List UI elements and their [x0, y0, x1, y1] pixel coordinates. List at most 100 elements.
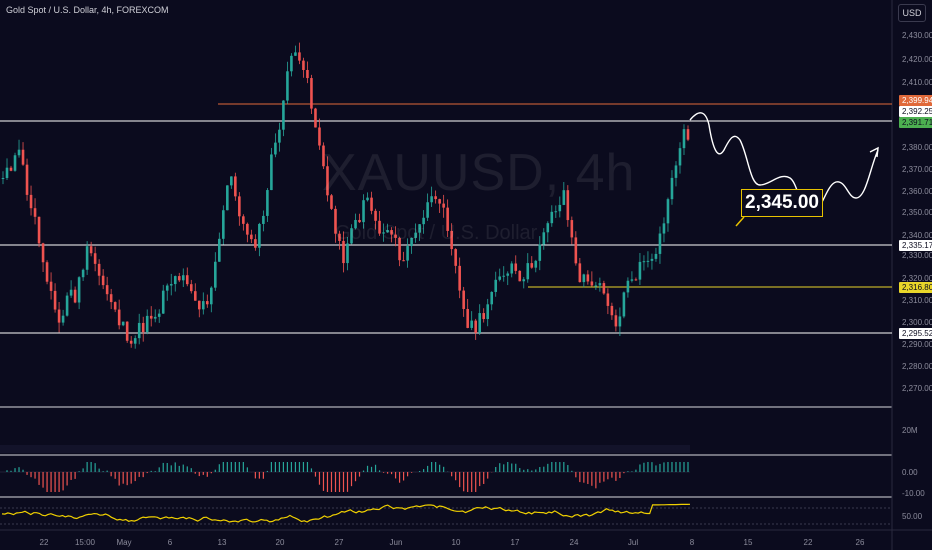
candle-body [386, 230, 389, 233]
candle-body [470, 320, 473, 328]
time-axis-label: Jun [389, 538, 403, 547]
tag-support-mid: 2,335.17 [899, 240, 932, 251]
candle-body [558, 204, 562, 212]
candle-body [594, 285, 598, 287]
candle-body [530, 263, 534, 268]
candle-body [410, 237, 413, 247]
candle-body [250, 234, 253, 240]
candle-body [89, 246, 93, 254]
candle-body [218, 238, 221, 262]
candle-body [101, 275, 105, 286]
candle-body [522, 279, 526, 282]
candle-body [61, 315, 65, 323]
candle-body [346, 243, 349, 264]
candle-body [630, 279, 634, 281]
candle-body [242, 216, 245, 224]
candle-body [654, 253, 658, 259]
price-axis-label: 2,380.00 [902, 143, 932, 152]
price-axis-label: 2,350.00 [902, 208, 932, 217]
candle-body [514, 263, 518, 271]
candle-body [334, 208, 337, 234]
candle-body [458, 265, 461, 291]
time-axis-label: 26 [855, 538, 865, 547]
candle-body [614, 315, 618, 327]
price-axis-label: 2,270.00 [902, 384, 932, 393]
candle-body [77, 277, 81, 303]
time-axis-label: 8 [689, 538, 695, 547]
candle-body [526, 263, 530, 280]
candle-body [226, 185, 229, 211]
candle-body [318, 127, 321, 146]
candle-body [590, 281, 594, 286]
target-price-callout[interactable]: 2,345.00 [741, 189, 823, 217]
oscillator-histogram [0, 462, 690, 492]
candle-body [350, 228, 353, 244]
candle-body [222, 210, 225, 239]
candle-body [177, 276, 181, 281]
candle-body [45, 262, 49, 282]
candle-body [650, 258, 654, 261]
volume-axis-label: 20M [902, 426, 918, 435]
tag-resistance-orange: 2,399.94 [899, 95, 932, 106]
candle-body [566, 190, 570, 221]
price-axis-label: 2,430.00 [902, 31, 932, 40]
candle-body [238, 196, 241, 217]
candle-body [330, 195, 333, 209]
candle-body [306, 69, 309, 79]
tag-resistance-white: 2,392.25 [899, 106, 932, 117]
candle-body [201, 301, 205, 310]
candle-body [314, 108, 317, 128]
price-axis-label: 2,280.00 [902, 362, 932, 371]
candle-body [81, 269, 85, 278]
time-axis-label: 22 [39, 538, 49, 547]
candle-body [486, 304, 490, 320]
tag-support-low: 2,295.52 [899, 328, 932, 339]
price-axis-label: 2,300.00 [902, 318, 932, 327]
time-axis-label: 10 [451, 538, 461, 547]
candle-body [181, 275, 185, 281]
candle-body [402, 260, 405, 262]
candle-body [390, 230, 393, 235]
candle-body [302, 60, 305, 70]
candle-body [137, 322, 141, 339]
candle-body [210, 287, 213, 305]
time-axis-label: 15 [743, 538, 753, 547]
price-axis-label: 2,360.00 [902, 187, 932, 196]
candle-body [534, 260, 538, 268]
candle-body [674, 165, 678, 178]
candle-body [678, 148, 682, 166]
currency-selector[interactable]: USD [898, 4, 926, 22]
candle-body [622, 292, 626, 317]
candle-body [414, 232, 417, 238]
candle-body [510, 263, 514, 274]
time-axis-label: 20 [275, 538, 285, 547]
candle-body [462, 290, 465, 309]
candle-body [342, 240, 345, 264]
watermark-description: Gold Spot / U.S. Dollar [335, 222, 538, 244]
candle-body [646, 260, 650, 262]
tag-last-price: 2,391.71 [899, 117, 932, 128]
candle-body [13, 155, 17, 171]
candle-body [366, 197, 369, 201]
candle-body [57, 309, 61, 323]
candle-body [21, 149, 25, 165]
horizontal-levels[interactable] [0, 103, 892, 334]
candle-body [574, 237, 578, 264]
candle-body [430, 196, 433, 203]
candle-body [570, 220, 574, 238]
candle-body [141, 322, 145, 333]
candle-body [5, 167, 9, 178]
candle-body [246, 223, 249, 235]
projected-path-arrow[interactable] [689, 112, 879, 227]
candle-body [542, 232, 546, 245]
candle-body [634, 279, 638, 281]
candle-body [586, 274, 590, 282]
candle-body [270, 154, 273, 191]
candle-body [41, 243, 45, 263]
candle-body [185, 275, 189, 285]
time-axis-label: 6 [167, 538, 173, 547]
symbol-title[interactable]: Gold Spot / U.S. Dollar, 4h, FOREXCOM [6, 5, 169, 15]
candle-body [374, 210, 377, 221]
